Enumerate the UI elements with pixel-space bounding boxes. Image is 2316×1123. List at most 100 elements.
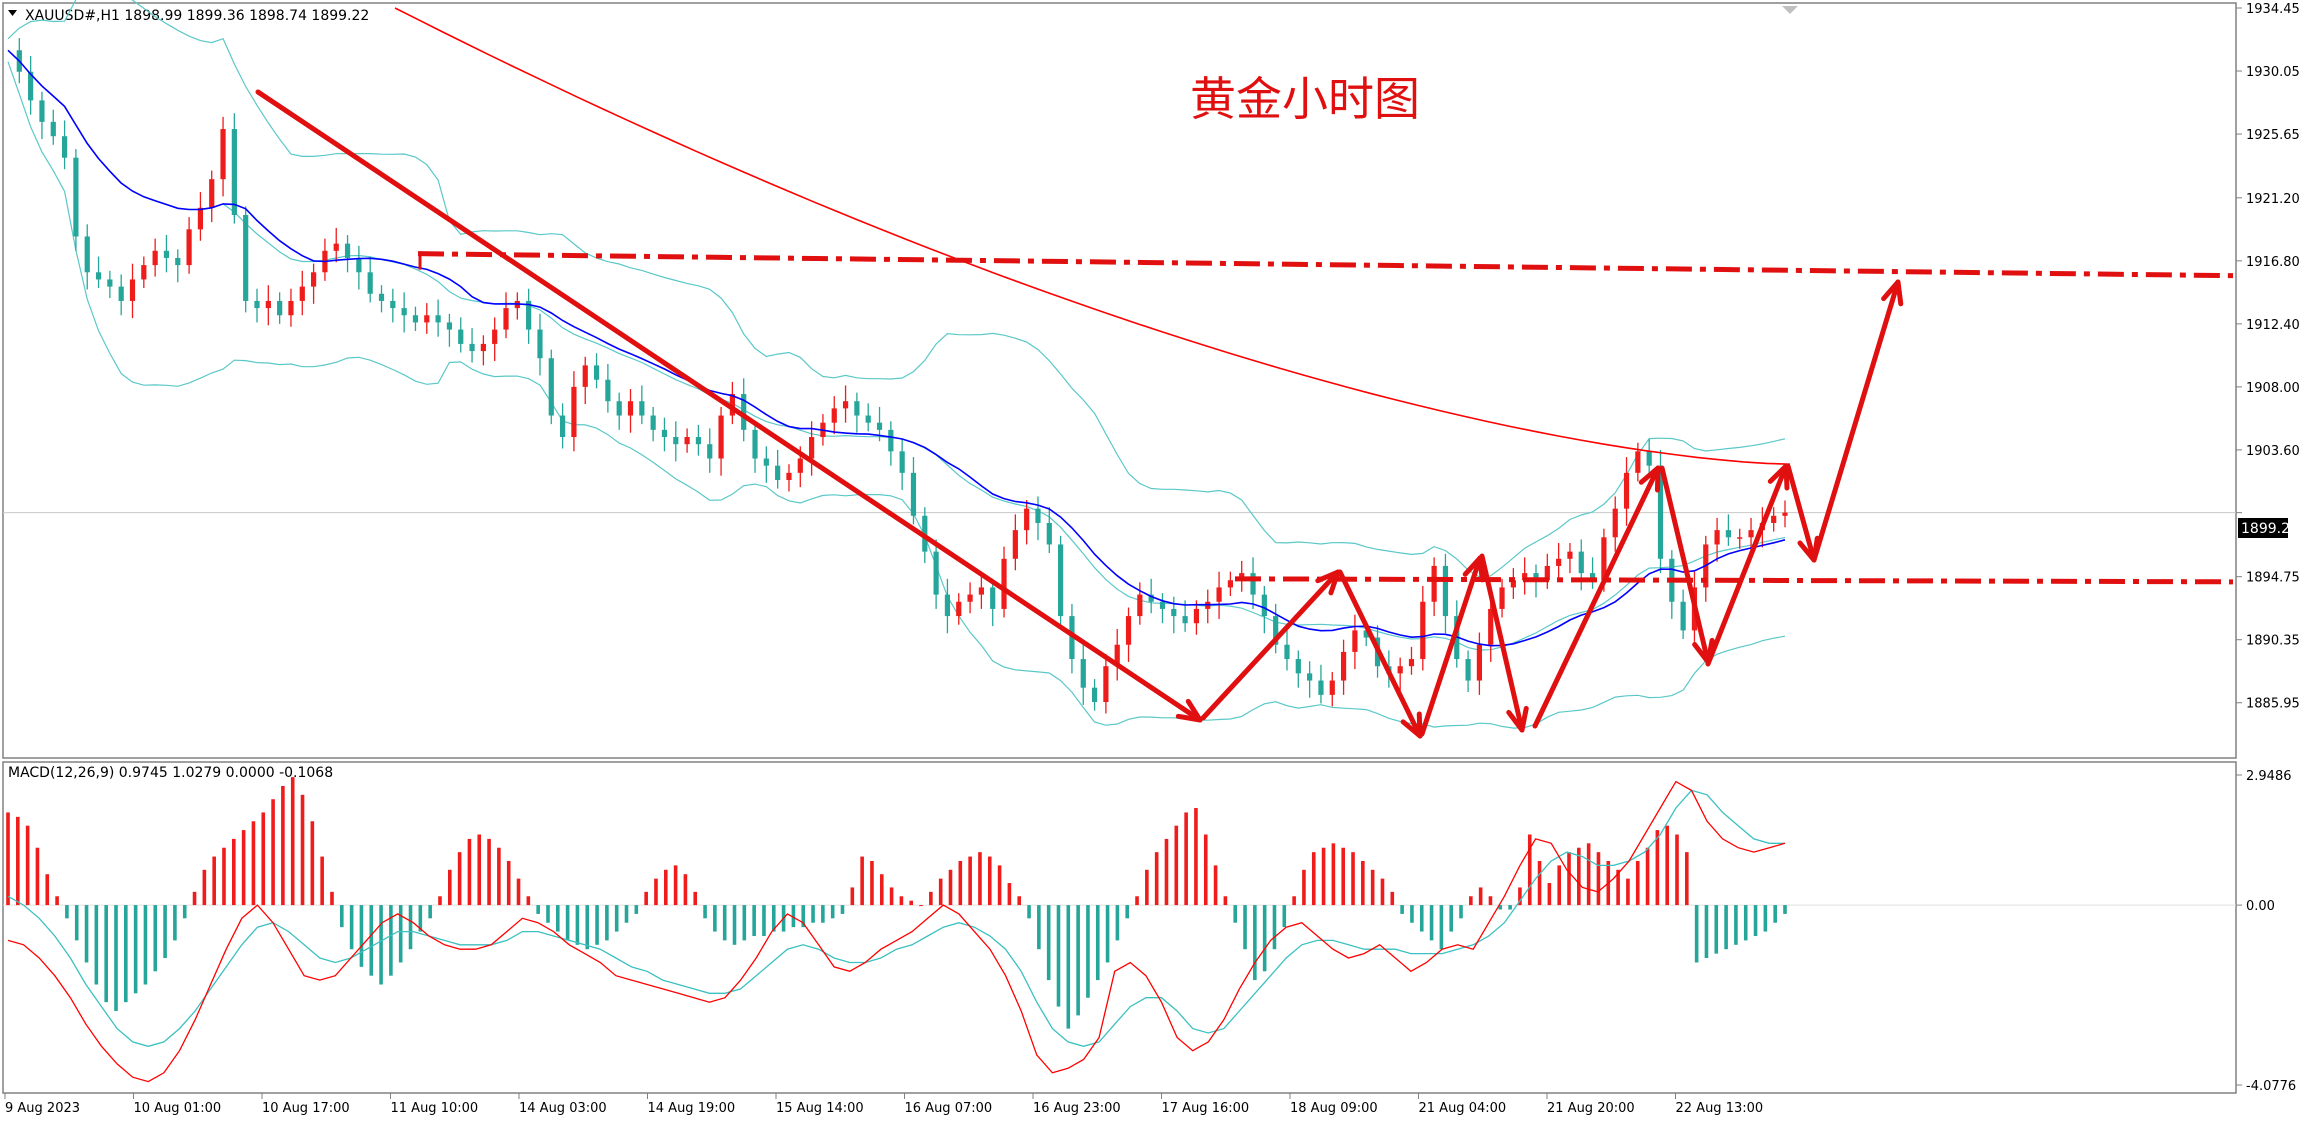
macd-histogram-bar bbox=[290, 777, 295, 906]
price-tick-label: 1925.65 bbox=[2246, 128, 2300, 143]
macd-histogram-bar bbox=[1577, 847, 1581, 906]
candle-body bbox=[1137, 594, 1143, 617]
candle-body bbox=[888, 429, 894, 452]
macd-histogram-bar bbox=[575, 905, 580, 945]
macd-histogram-bar bbox=[546, 905, 550, 923]
candle-body bbox=[707, 444, 713, 459]
macd-histogram-bar bbox=[74, 905, 79, 941]
candle-body bbox=[1103, 666, 1109, 703]
macd-histogram-bar bbox=[654, 878, 658, 906]
candle-body bbox=[243, 214, 249, 301]
macd-histogram-bar bbox=[997, 865, 1002, 906]
macd-histogram-bar bbox=[1164, 838, 1169, 906]
macd-histogram-bar bbox=[1331, 843, 1336, 906]
candle-body bbox=[865, 415, 871, 423]
candle-body bbox=[390, 300, 396, 309]
candle-body bbox=[1612, 508, 1618, 538]
candle-body bbox=[163, 250, 170, 258]
macd-histogram-bar bbox=[1724, 905, 1728, 950]
macd-histogram-bar bbox=[330, 891, 334, 906]
macd-histogram-bar bbox=[1145, 869, 1149, 906]
candle-body bbox=[752, 429, 758, 459]
macd-histogram-bar bbox=[163, 905, 167, 959]
macd-main-line bbox=[7, 780, 1786, 1083]
macd-histogram-bar bbox=[1203, 834, 1208, 906]
macd-histogram-bar bbox=[585, 905, 590, 950]
macd-histogram-bar bbox=[801, 905, 806, 928]
candle-body bbox=[378, 293, 385, 301]
macd-histogram-bar bbox=[65, 905, 69, 919]
candle-body bbox=[1771, 515, 1777, 523]
macd-histogram-bar bbox=[860, 856, 864, 906]
candle-body bbox=[1646, 451, 1652, 466]
candle-body bbox=[786, 472, 792, 480]
candle-body bbox=[1476, 644, 1483, 681]
macd-histogram-bar bbox=[251, 821, 256, 906]
macd-histogram-bar bbox=[1174, 825, 1179, 906]
macd-histogram-bar bbox=[1527, 834, 1532, 906]
ma-blue-line bbox=[7, 49, 1786, 647]
macd-histogram-bar bbox=[762, 905, 766, 936]
candle-body bbox=[627, 401, 634, 416]
candle-body bbox=[1623, 472, 1630, 509]
candle-body bbox=[876, 422, 883, 430]
symbol-header: XAUUSD#,H1 1898.99 1899.36 1898.74 1899.… bbox=[25, 8, 369, 24]
candle-body bbox=[854, 401, 860, 416]
macd-histogram-bar bbox=[1734, 905, 1738, 945]
macd-histogram-bar bbox=[173, 905, 177, 941]
candle-body bbox=[186, 229, 192, 266]
candle-body bbox=[1340, 651, 1347, 681]
chevron-down-icon[interactable] bbox=[8, 10, 17, 16]
candle-body bbox=[1499, 587, 1505, 609]
macd-histogram-bar bbox=[830, 905, 835, 919]
macd-histogram-bar bbox=[703, 905, 707, 919]
candle-body bbox=[1193, 608, 1200, 624]
macd-histogram-bar bbox=[1095, 905, 1100, 981]
candle-body bbox=[639, 401, 645, 416]
candle-body bbox=[95, 272, 102, 280]
current-price-label: 1899.22 bbox=[2241, 521, 2299, 537]
wave-arrow-head bbox=[1315, 569, 1341, 596]
candle-body bbox=[899, 451, 905, 473]
candle-body bbox=[650, 415, 656, 430]
macd-histogram-bar bbox=[1243, 905, 1247, 950]
macd-histogram-bar bbox=[693, 891, 698, 906]
macd-histogram-bar bbox=[1154, 852, 1159, 906]
macd-histogram-bar bbox=[1370, 869, 1375, 906]
wave-arrow bbox=[1337, 569, 1423, 739]
macd-histogram-bar bbox=[1282, 905, 1287, 928]
macd-histogram-bar bbox=[1685, 852, 1689, 906]
candle-body bbox=[944, 594, 951, 617]
candle-body bbox=[910, 472, 917, 516]
candle-body bbox=[1080, 659, 1086, 688]
candle-body bbox=[933, 551, 939, 595]
annotations bbox=[255, 89, 2234, 739]
macd-histogram-bar bbox=[1773, 905, 1777, 923]
macd-histogram-bar bbox=[369, 905, 374, 976]
candle-body bbox=[809, 437, 815, 459]
candle-body bbox=[254, 300, 260, 309]
candle-body bbox=[1488, 608, 1494, 645]
macd-histogram-bar bbox=[605, 905, 609, 941]
macd-histogram-bar bbox=[1086, 905, 1090, 998]
macd-histogram-bar bbox=[104, 905, 108, 1003]
candle-body bbox=[1307, 673, 1313, 681]
macd-histogram-bar bbox=[968, 856, 972, 906]
macd-histogram-bar bbox=[182, 905, 187, 919]
chevron-down-icon[interactable] bbox=[1782, 6, 1798, 14]
time-tick-label: 18 Aug 09:00 bbox=[1290, 1101, 1378, 1116]
macd-histogram-bar bbox=[1302, 869, 1306, 906]
time-tick-label: 16 Aug 07:00 bbox=[905, 1101, 993, 1116]
candle-body bbox=[61, 136, 68, 158]
macd-histogram-bar bbox=[1675, 834, 1679, 906]
macd-histogram-bar bbox=[84, 905, 89, 963]
support-level-line bbox=[1234, 576, 2234, 585]
candle-body bbox=[1227, 580, 1233, 588]
macd-histogram-bar bbox=[1645, 847, 1650, 906]
candle-body bbox=[288, 300, 294, 316]
candle-body bbox=[265, 300, 271, 309]
macd-histogram-bar bbox=[595, 905, 599, 945]
macd-histogram-bar bbox=[1046, 905, 1051, 981]
price-tick-label: 1885.95 bbox=[2246, 697, 2300, 712]
